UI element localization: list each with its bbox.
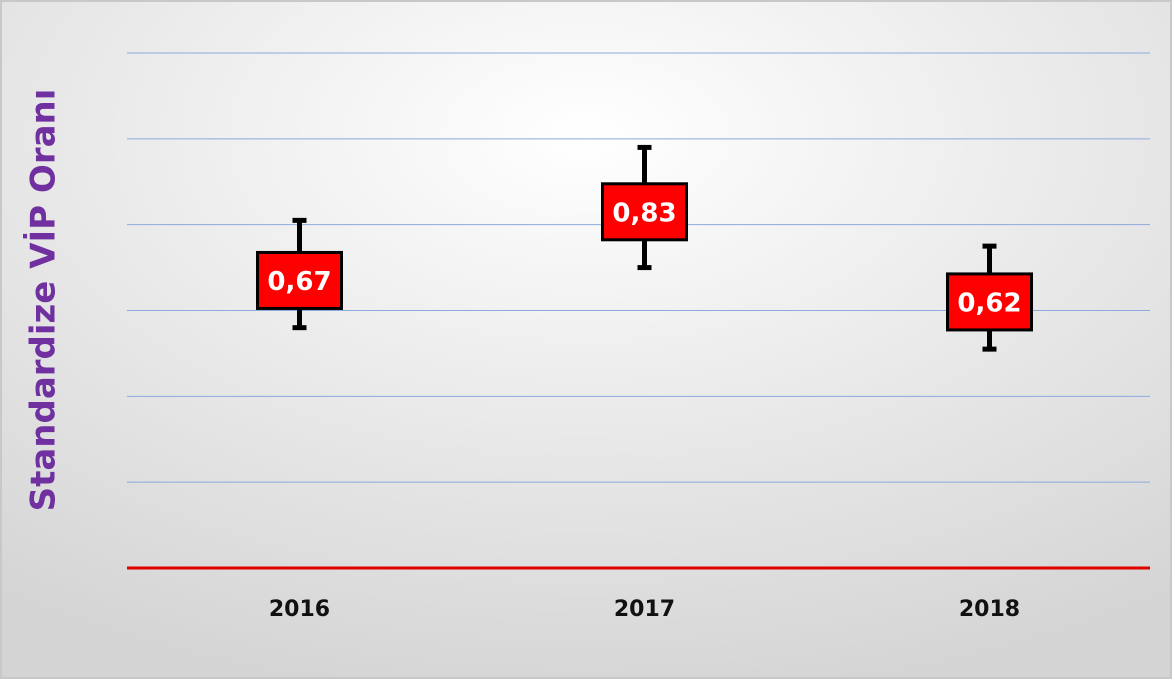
value-box — [601, 182, 688, 242]
value-box — [256, 250, 343, 310]
y-axis-label: Standardize VİP Oranı — [23, 89, 64, 512]
x-tick-label: 2018 — [959, 597, 1020, 622]
value-label: 0,83 — [612, 198, 676, 228]
x-tick-label: 2017 — [614, 597, 675, 622]
value-box — [946, 272, 1033, 332]
x-tick-label: 2016 — [269, 597, 330, 622]
value-label: 0,62 — [957, 288, 1021, 318]
value-label: 0,67 — [267, 267, 331, 297]
